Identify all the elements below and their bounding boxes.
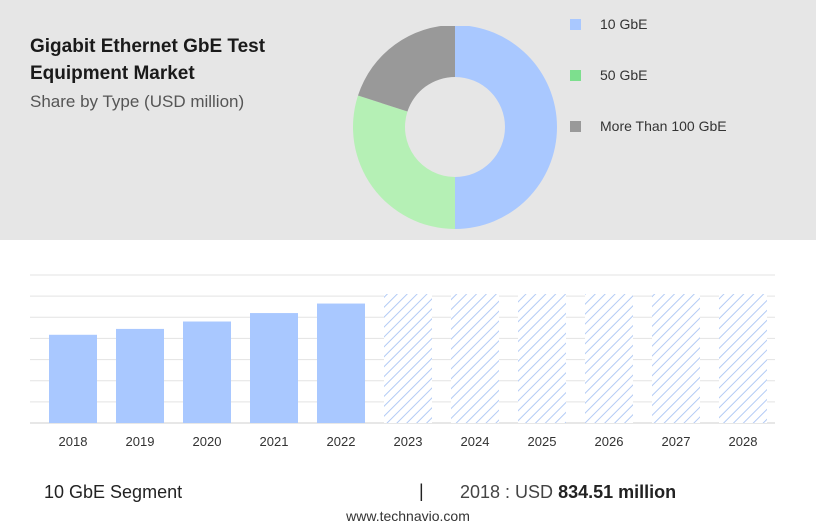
forecast-bar xyxy=(652,294,700,423)
x-tick-label: 2020 xyxy=(193,434,222,449)
legend-item: 50 GbE xyxy=(570,65,770,85)
forecast-bar xyxy=(585,294,633,423)
bar xyxy=(317,303,365,423)
forecast-bar xyxy=(719,294,767,423)
donut-slice xyxy=(455,26,557,229)
x-tick-label: 2028 xyxy=(729,434,758,449)
bar-chart: 2018 2019 2020 2021 2022 2023 2024 2025 2026 2027… xyxy=(30,274,775,449)
segment-label: 10 GbE Segment xyxy=(44,482,183,502)
forecast-bar xyxy=(384,294,432,423)
segment-value: 2018 : USD 834.51 million xyxy=(460,482,676,503)
x-tick-label: 2027 xyxy=(662,434,691,449)
x-tick-label: 2022 xyxy=(327,434,356,449)
x-tick-label: 2019 xyxy=(126,434,155,449)
segment-value-amount: 834.51 million xyxy=(558,482,677,502)
forecast-bar xyxy=(451,294,499,423)
x-tick-label: 2026 xyxy=(595,434,624,449)
x-tick-label: 2021 xyxy=(260,434,289,449)
legend-item: 10 GbE xyxy=(570,14,770,34)
legend-swatch xyxy=(570,19,581,30)
x-tick-label: 2023 xyxy=(394,434,423,449)
bar xyxy=(183,321,231,423)
footer-separator: | xyxy=(419,481,424,501)
legend-item: More Than 100 GbE xyxy=(570,116,770,136)
segment-year-label: 2018 : USD xyxy=(460,482,554,502)
source-url: www.technavio.com xyxy=(346,508,470,524)
chart-title: Gigabit Ethernet GbE Test Equipment Mark… xyxy=(30,36,266,84)
donut-slice xyxy=(357,26,455,112)
donut-slice xyxy=(353,95,455,229)
bar xyxy=(116,328,164,423)
legend-label: 10 GbE xyxy=(600,16,648,32)
bar xyxy=(250,313,298,423)
x-tick-label: 2024 xyxy=(461,434,490,449)
bar xyxy=(49,334,97,423)
x-tick-label: 2018 xyxy=(59,434,88,449)
legend-swatch xyxy=(570,121,581,132)
legend-swatch xyxy=(570,70,581,81)
chart-subtitle: Share by Type (USD million) xyxy=(30,92,245,111)
forecast-bar xyxy=(518,294,566,423)
x-tick-label: 2025 xyxy=(528,434,557,449)
donut-chart xyxy=(353,26,557,229)
legend-label: More Than 100 GbE xyxy=(600,118,727,134)
legend-label: 50 GbE xyxy=(600,67,648,83)
